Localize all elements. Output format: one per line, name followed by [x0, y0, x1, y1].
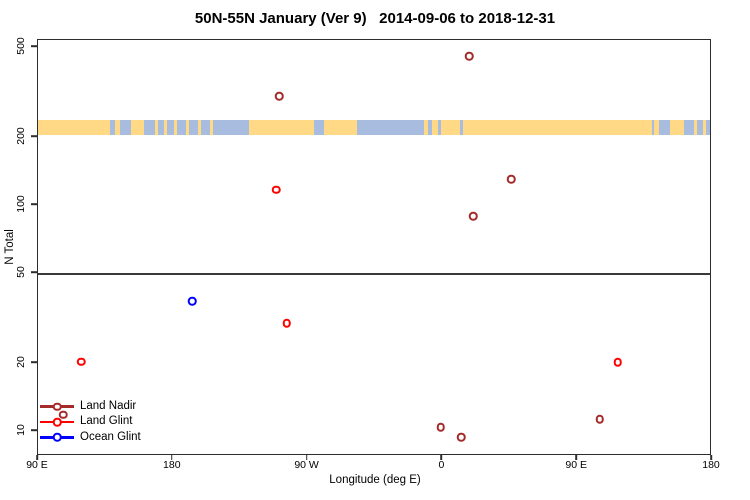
data-point: [595, 414, 604, 424]
x-tick-label: 180: [702, 459, 720, 471]
map-strip-land-segment: [431, 119, 438, 136]
legend-symbol: [40, 402, 74, 412]
map-strip-land-segment: [694, 119, 697, 136]
y-tick-label: 50: [15, 266, 27, 278]
x-tick: [171, 455, 173, 460]
x-tick-label: 0: [438, 459, 445, 471]
map-strip-land-segment: [670, 119, 684, 136]
data-point: [613, 358, 622, 367]
map-strip-land-segment: [249, 119, 314, 136]
legend-symbol: [40, 417, 74, 427]
y-tick: [31, 429, 37, 431]
x-tick-label: 180: [163, 459, 181, 471]
x-tick: [440, 455, 443, 460]
y-tick: [31, 203, 37, 205]
y-tick-label: 500: [15, 37, 27, 55]
map-strip-land-segment: [174, 119, 178, 136]
x-tick: [305, 455, 308, 460]
x-tick: [36, 455, 38, 460]
map-strip-land-segment: [163, 119, 167, 136]
map-strip-land-segment: [186, 119, 190, 136]
legend-label: Land Glint: [80, 415, 133, 428]
reference-line: [38, 273, 710, 275]
map-strip-land-segment: [130, 119, 145, 136]
map-strip: [38, 119, 710, 136]
x-tick-label: 90 W: [294, 459, 319, 471]
map-strip-land-segment: [154, 119, 158, 136]
map-strip-land-segment: [462, 119, 653, 136]
legend-label: Land Nadir: [80, 399, 137, 412]
legend-ring-icon: [52, 402, 62, 411]
data-point: [271, 185, 281, 194]
y-tick: [31, 135, 37, 137]
legend-item: Land Nadir: [40, 399, 141, 414]
legend-item: Land Glint: [40, 414, 141, 429]
data-point: [274, 91, 284, 101]
y-tick: [31, 271, 37, 273]
map-strip-land-segment: [424, 119, 429, 136]
map-strip-land-segment: [440, 119, 460, 136]
y-tick: [31, 45, 37, 47]
x-tick: [710, 455, 712, 460]
data-point: [77, 357, 86, 367]
y-tick-label: 20: [15, 356, 27, 368]
legend: Land Nadir Land Glint Ocean Glint: [40, 399, 141, 445]
data-point: [507, 174, 516, 184]
legend-item: Ocean Glint: [40, 430, 141, 445]
data-point: [59, 410, 68, 419]
x-axis-label: Longitude (deg E): [329, 474, 421, 486]
x-tick: [575, 455, 577, 460]
chart-title: 50N-55N January (Ver 9) 2014-09-06 to 20…: [194, 10, 556, 27]
data-point: [188, 296, 197, 306]
map-strip-land-segment: [324, 119, 357, 136]
map-strip-land-segment: [703, 119, 706, 136]
plot-area: Land Nadir Land Glint Ocean Glint: [37, 39, 711, 455]
legend-label: Ocean Glint: [80, 430, 141, 443]
data-point: [282, 318, 291, 328]
map-strip-land-segment: [198, 119, 202, 136]
map-strip-land-segment: [210, 119, 214, 136]
data-point: [436, 422, 446, 432]
x-tick-label: 90 E: [26, 459, 48, 471]
y-tick-label: 100: [15, 195, 27, 213]
data-point: [468, 212, 478, 221]
legend-ring-icon: [52, 433, 62, 442]
data-point: [456, 432, 466, 442]
map-strip-land-segment: [115, 119, 120, 136]
y-tick-label: 200: [15, 127, 27, 145]
map-strip-land-segment: [38, 119, 110, 136]
legend-ring-icon: [52, 417, 62, 427]
legend-symbol: [40, 432, 74, 442]
map-strip-land-segment: [654, 119, 659, 136]
y-tick-label: 10: [15, 424, 27, 436]
y-tick: [31, 361, 37, 363]
x-tick-label: 90 E: [565, 459, 587, 471]
y-axis-label: N Total: [4, 229, 16, 265]
data-point: [465, 51, 474, 61]
